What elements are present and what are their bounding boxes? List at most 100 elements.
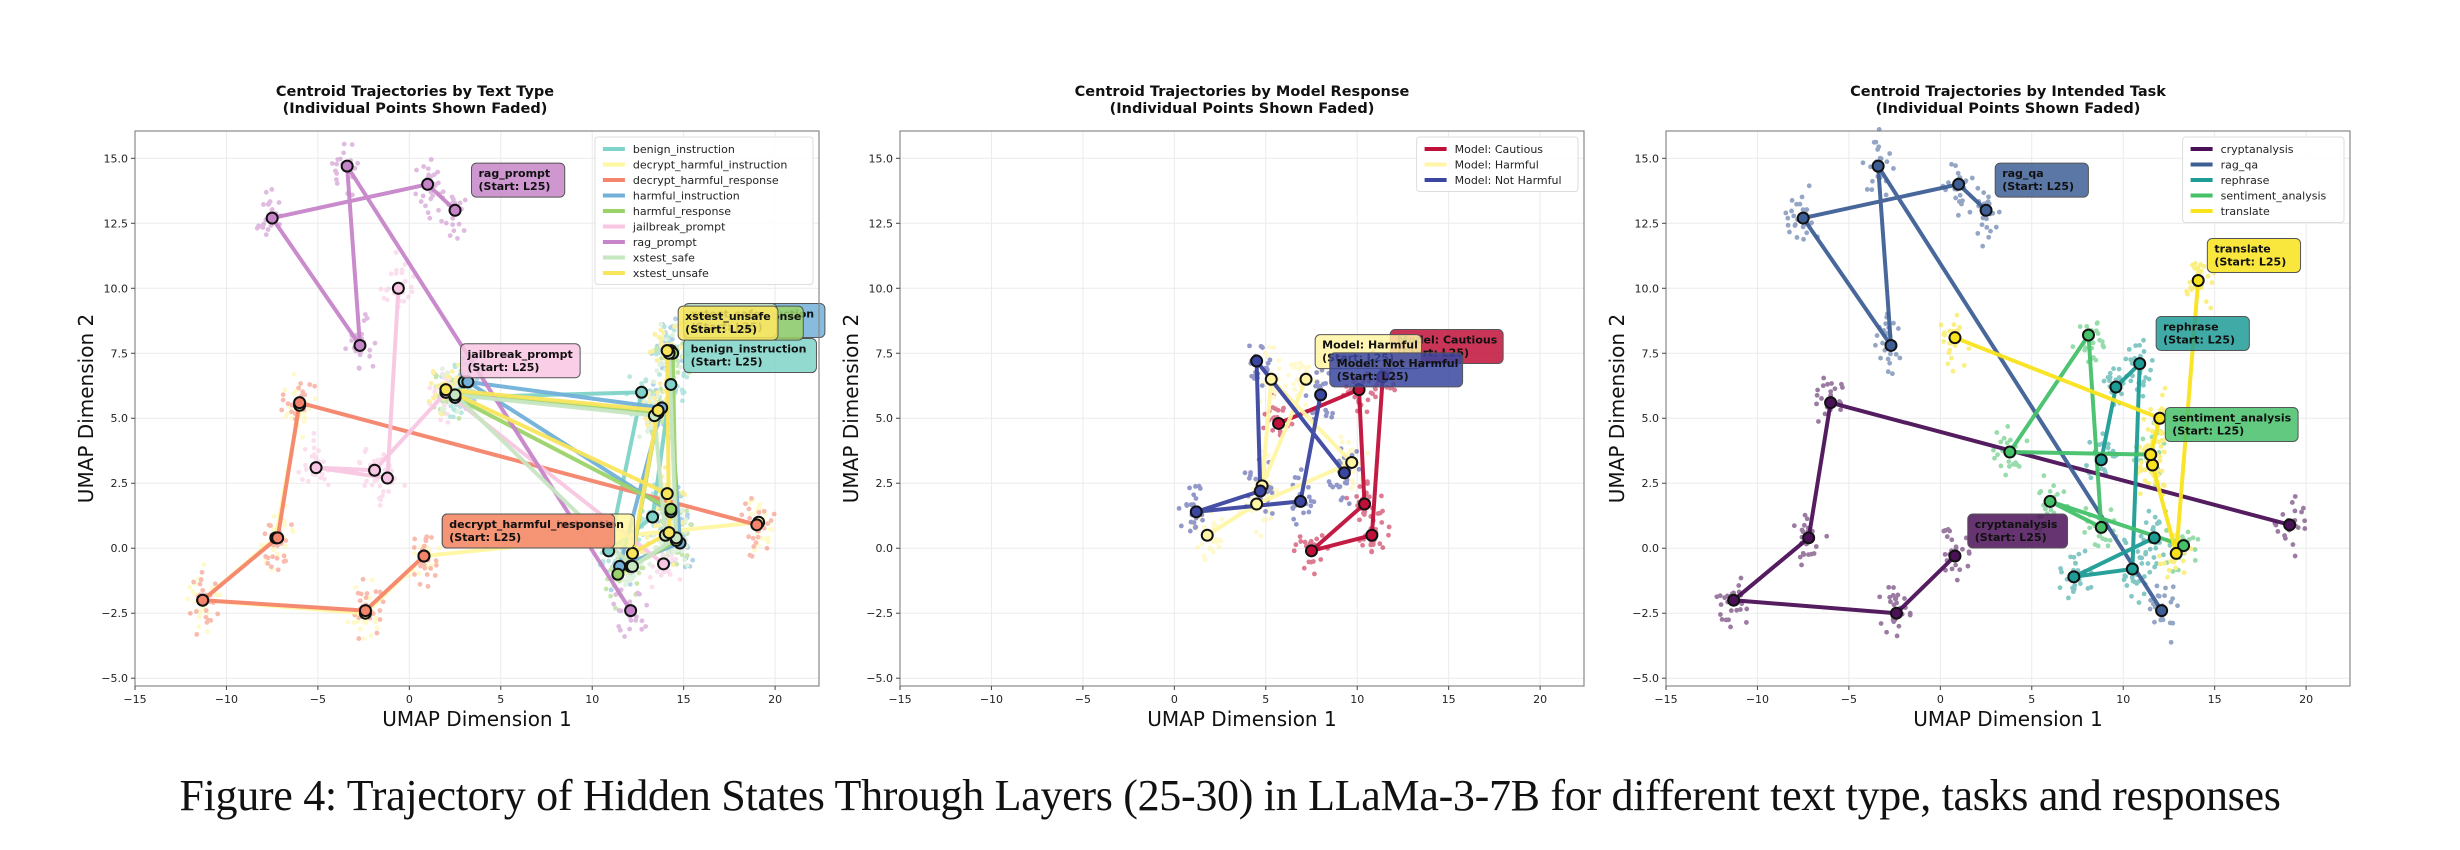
centroid-marker — [2094, 520, 2108, 534]
y-tick-label: 5.0 — [876, 412, 894, 425]
centroid-marker — [1727, 593, 1741, 607]
legend-item: benign_instruction — [633, 143, 735, 156]
start-label-text: Model: Cautious — [1397, 333, 1498, 346]
centroid-marker — [1250, 497, 1264, 511]
centroid-marker — [2147, 531, 2161, 545]
start-label-text: (Start: L25) — [1337, 370, 1409, 383]
centroid-marker — [2153, 411, 2167, 425]
centroid-marker — [1796, 211, 1810, 225]
y-tick-label: −5.0 — [866, 672, 893, 685]
centroid-marker — [1304, 544, 1318, 558]
centroid-marker — [1824, 396, 1838, 410]
start-label-text: (Start: L25) — [2002, 180, 2074, 193]
x-tick-label: 10 — [2116, 693, 2130, 706]
trajectory-line — [200, 400, 758, 613]
legend-item: Model: Cautious — [1455, 143, 1544, 156]
centroid-marker — [196, 593, 210, 607]
start-label-text: (Start: L25) — [449, 531, 521, 544]
y-tick-label: 12.5 — [104, 217, 129, 230]
centroid-marker — [421, 177, 435, 191]
y-tick-label: 10.0 — [869, 282, 894, 295]
centroid-marker — [2145, 458, 2159, 472]
centroid-marker — [1314, 388, 1328, 402]
legend-item: xstest_unsafe — [633, 267, 709, 280]
start-label-text: benign_instruction — [691, 343, 807, 356]
y-tick-label: 5.0 — [1642, 412, 1660, 425]
chart-subtitle: (Individual Points Shown Faded) — [1875, 101, 2141, 117]
y-tick-label: 15.0 — [1635, 152, 1660, 165]
centroid-marker — [624, 604, 638, 618]
start-label-box — [2206, 237, 2302, 273]
x-tick-label: 20 — [2299, 693, 2313, 706]
start-label-text: sentiment_analysis — [2172, 411, 2291, 424]
centroid-marker — [2191, 273, 2205, 287]
chart-title-line1: Centroid Trajectories by Intended Task — [1850, 84, 2166, 100]
grid — [899, 131, 1584, 686]
legend-item: sentiment_analysis — [2221, 190, 2327, 203]
legend-item: harmful_response — [633, 205, 731, 218]
x-tick-label: 10 — [1350, 693, 1364, 706]
start-label-box — [1329, 352, 1464, 388]
centroid-marker — [368, 463, 382, 477]
centroid-marker — [2144, 448, 2158, 462]
centroid-marker — [2043, 494, 2057, 508]
start-label-text: Model: Not Harmful — [1337, 357, 1459, 370]
trajectory-line — [465, 350, 682, 569]
y-tick-label: −5.0 — [101, 672, 128, 685]
centroid-marker — [625, 546, 639, 560]
legend-item: cryptanalysis — [2221, 143, 2294, 156]
start-label-box — [2155, 315, 2250, 351]
start-label-box — [677, 305, 779, 341]
centroid-marker — [2177, 539, 2191, 553]
centroid-marker — [1250, 354, 1264, 368]
x-tick-label: 20 — [768, 693, 782, 706]
centroid-marker — [417, 549, 431, 563]
centroid-marker — [651, 403, 665, 417]
x-tick-label: −5 — [1075, 693, 1091, 706]
plot-area: Model: Cautious (Start: L25) Model: Harmfu… — [839, 130, 1585, 731]
start-label-text: (Start: L25) — [2214, 255, 2286, 268]
legend-item: harmful_instruction — [633, 190, 740, 203]
x-tick-label: −10 — [1746, 693, 1769, 706]
centroid-marker — [1345, 455, 1359, 469]
centroid-marker — [2169, 546, 2183, 560]
centroid-marker — [1337, 466, 1351, 480]
start-label-text: translate — [2214, 242, 2270, 255]
centroid-marker — [664, 502, 678, 516]
start-label-text: rag_prompt — [479, 167, 551, 180]
trajectories — [1727, 159, 2297, 620]
start-label-text: jailbreak_prompt — [467, 348, 573, 361]
centroid-marker — [2067, 570, 2081, 584]
plot-area: benign_instruction (Start: L25)decrypt_ha… — [74, 130, 826, 731]
plot-area: cryptanalysis(Start: L25)rag_qa(Start: L… — [1605, 127, 2351, 731]
axes: −15 −10 −5 0 5 10 15 20 −5.0 −2.5 0.0 2.5 5.0 7.5 10.0… — [74, 152, 782, 731]
centroid-marker — [2109, 380, 2123, 394]
y-tick-label: 12.5 — [869, 217, 894, 230]
legend-item: xstest_safe — [633, 252, 695, 265]
x-tick-label: 5 — [1262, 693, 1269, 706]
legend-item: rag_qa — [2221, 159, 2258, 172]
trajectory-line — [1206, 377, 1354, 537]
centroid-marker — [271, 531, 285, 545]
centroid-marker — [2283, 518, 2297, 532]
y-tick-label: 2.5 — [1642, 477, 1660, 490]
chart-title: Centroid Trajectories by Intended Task (… — [1666, 84, 2350, 118]
start-label-text: rag_qa — [2002, 167, 2044, 180]
x-tick-label: 5 — [2028, 693, 2035, 706]
axes-frame — [134, 130, 820, 687]
centroid-marker — [1979, 203, 1993, 217]
trajectory-line — [1277, 376, 1385, 553]
trajectory-line — [1731, 400, 2291, 616]
centroid-marker — [750, 518, 764, 532]
centroid-marker — [1299, 372, 1313, 386]
centroid-marker — [1264, 372, 1278, 386]
start-labels: cryptanalysis(Start: L25)rag_qa(Start: L… — [1967, 162, 2302, 549]
trajectory-line — [443, 350, 671, 556]
start-label-text: decrypt_harmful_response — [449, 518, 613, 531]
x-tick-label: 0 — [406, 693, 413, 706]
x-tick-label: −15 — [888, 693, 911, 706]
x-tick-label: −15 — [1654, 693, 1677, 706]
start-label-text: (Start: L25) — [2172, 424, 2244, 437]
start-labels: Model: Cautious (Start: L25) Model: Harmfu… — [1314, 328, 1504, 388]
centroid-marker — [657, 557, 671, 571]
